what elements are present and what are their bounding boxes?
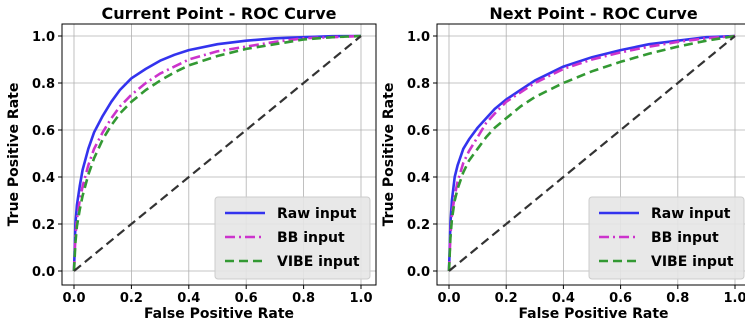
y-tick-label: 0.4 xyxy=(407,171,430,186)
y-tick-label: 0.2 xyxy=(407,218,430,233)
x-tick-label: 0.8 xyxy=(666,291,689,306)
y-tick-label: 0.8 xyxy=(32,77,55,92)
y-tick-label: 0.2 xyxy=(32,218,55,233)
series-line-raw-input xyxy=(447,34,736,272)
y-tick-label: 0.6 xyxy=(407,124,430,139)
legend-entry: Raw input xyxy=(651,206,731,222)
legend-box xyxy=(588,196,745,280)
x-axis-label: False Positive Rate xyxy=(518,306,668,322)
axes-frame xyxy=(61,23,377,286)
x-tick-label: 0.2 xyxy=(495,291,518,306)
y-axis-label: True Positive Rate xyxy=(6,83,22,227)
y-tick-label: 0.8 xyxy=(407,77,430,92)
chart-title: Next Point - ROC Curve xyxy=(489,4,697,23)
legend-entry: BB input xyxy=(651,230,719,246)
y-axis-label: True Positive Rate xyxy=(381,83,397,227)
y-tick-label: 0.6 xyxy=(32,124,55,139)
legend-entry: VIBE input xyxy=(651,254,734,270)
x-tick-label: 0.0 xyxy=(62,291,85,306)
x-tick-label: 1.0 xyxy=(349,291,372,306)
chart-panel-1: 0.0 0.0 0.2 0.2 0.4 0.4 0.6 0.6 0.8 0.8 1.0 1.0 Curr… xyxy=(6,4,377,322)
x-tick-label: 0.4 xyxy=(177,291,200,306)
y-tick-label: 1.0 xyxy=(407,30,430,45)
series-line-vibe-input xyxy=(72,34,362,272)
y-tick-label: 0.0 xyxy=(32,265,55,280)
x-tick-label: 0.6 xyxy=(235,291,258,306)
legend-entry: Raw input xyxy=(277,206,357,222)
series-line-bb-input xyxy=(72,34,362,272)
x-tick-label: 0.0 xyxy=(437,291,460,306)
x-tick-label: 0.6 xyxy=(609,291,632,306)
x-tick-label: 0.2 xyxy=(120,291,143,306)
y-tick-label: 1.0 xyxy=(32,30,55,45)
y-tick-label: 0.0 xyxy=(407,265,430,280)
x-tick-label: 0.4 xyxy=(552,291,575,306)
diagonal-reference-line xyxy=(73,35,362,272)
chart-title: Current Point - ROC Curve xyxy=(102,4,337,23)
legend-box xyxy=(214,196,371,280)
series-line-bb-input xyxy=(447,34,736,272)
x-tick-label: 0.8 xyxy=(292,291,315,306)
legend-entry: VIBE input xyxy=(277,254,360,270)
series-line-vibe-input xyxy=(447,34,736,272)
legend-entry: BB input xyxy=(277,230,345,246)
series-line-raw-input xyxy=(72,34,362,272)
axes-frame xyxy=(436,23,745,286)
diagonal-reference-line xyxy=(448,35,736,272)
chart-panel-2: 0.0 0.0 0.2 0.2 0.4 0.4 0.6 0.6 0.8 0.8 1.0 1.0 Next… xyxy=(381,4,745,322)
x-axis-label: False Positive Rate xyxy=(144,306,294,322)
legend: Raw input BB input VIBE input xyxy=(214,196,371,280)
legend: Raw input BB input VIBE input xyxy=(588,196,745,280)
x-tick-label: 1.0 xyxy=(723,291,745,306)
y-tick-label: 0.4 xyxy=(32,171,55,186)
